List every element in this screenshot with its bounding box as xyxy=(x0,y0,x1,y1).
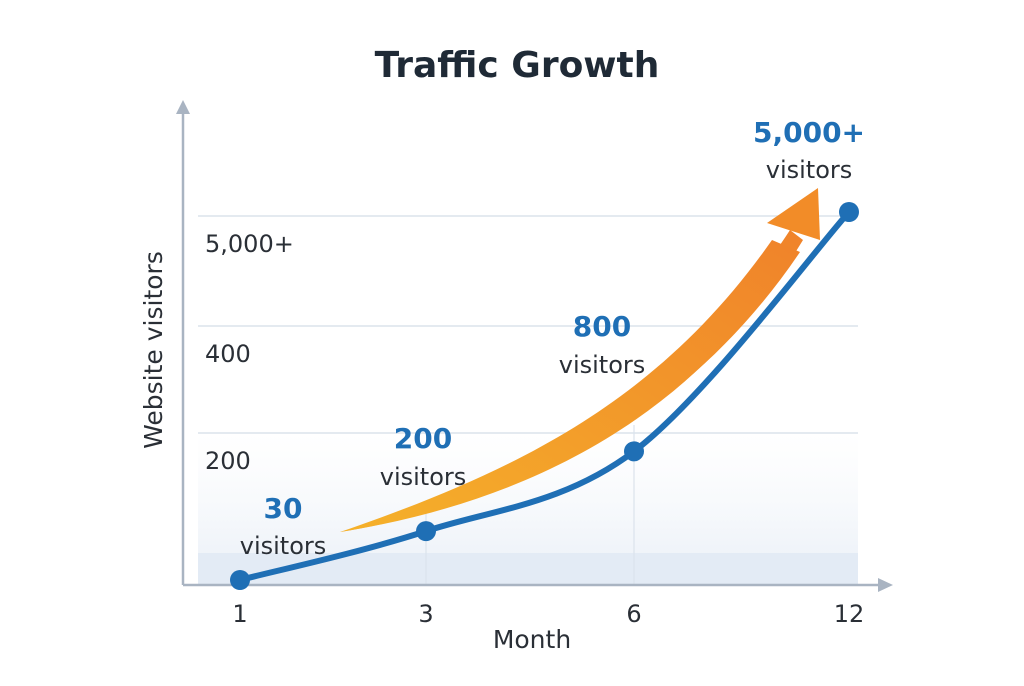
annotation-value: 800 xyxy=(573,310,631,343)
annotation-unit: visitors xyxy=(380,463,467,491)
x-tick-label: 1 xyxy=(232,600,247,628)
y-axis-label: Website visitors xyxy=(139,251,168,449)
y-tick-label: 200 xyxy=(205,447,251,475)
y-axis-arrowhead xyxy=(176,100,190,114)
y-tick-label: 5,000+ xyxy=(205,230,294,258)
trend-arrow-head xyxy=(767,188,820,240)
trend-arrow-body-wide xyxy=(340,240,800,532)
annotation-unit: visitors xyxy=(559,351,646,379)
x-axis-label: Month xyxy=(493,625,571,654)
chart-title: Traffic Growth xyxy=(375,45,660,86)
x-tick-label: 12 xyxy=(834,600,865,628)
series-line-website-visitors xyxy=(237,209,852,583)
plot-base-band xyxy=(198,553,858,585)
x-axis-arrowhead xyxy=(878,578,893,592)
annotation-unit: visitors xyxy=(240,532,327,560)
annotation-unit: visitors xyxy=(766,156,853,184)
data-point xyxy=(839,202,859,222)
x-tick-label: 3 xyxy=(418,600,433,628)
data-point xyxy=(230,570,250,590)
x-tick-label: 6 xyxy=(626,600,641,628)
annotation-value: 200 xyxy=(394,422,452,455)
data-point xyxy=(624,441,644,462)
data-point xyxy=(416,521,436,542)
annotation-value: 30 xyxy=(264,492,303,525)
y-tick-label: 400 xyxy=(205,340,251,368)
annotation-value: 5,000+ xyxy=(753,116,865,149)
